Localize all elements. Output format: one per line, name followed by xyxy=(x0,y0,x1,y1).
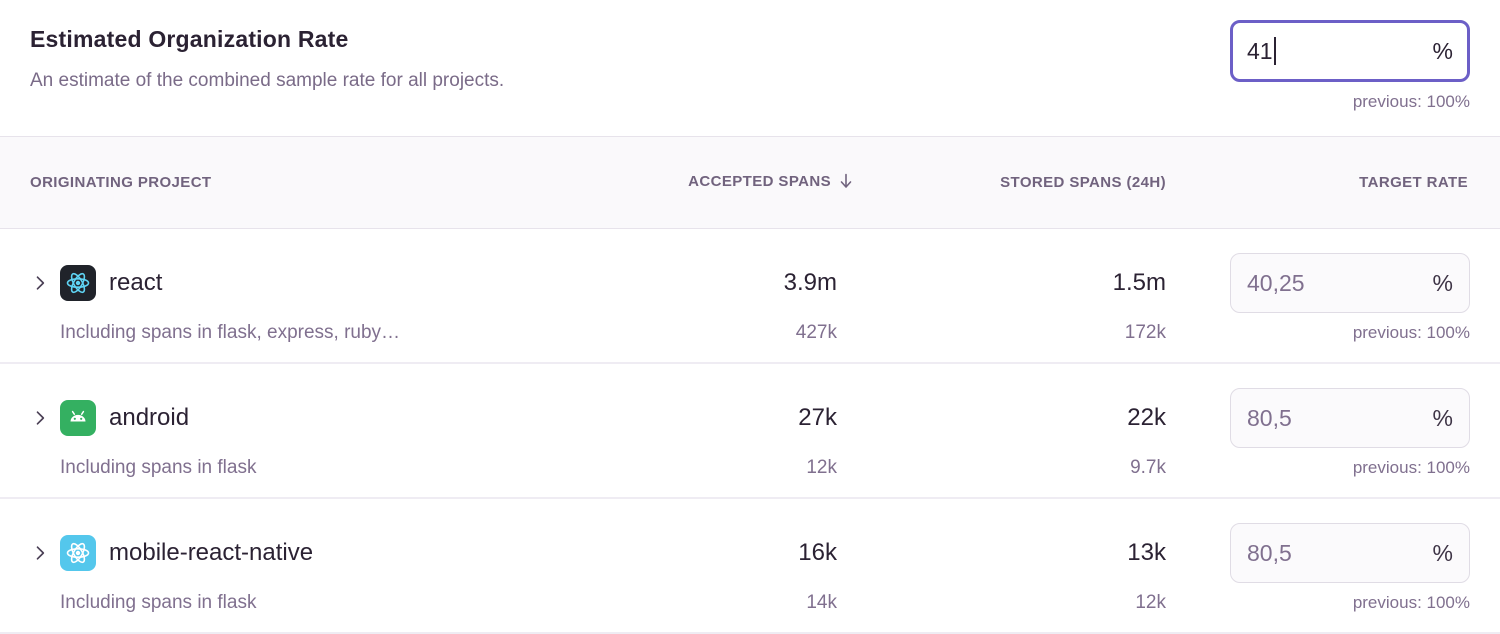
android-project-icon xyxy=(60,400,96,436)
panel-header: Estimated Organization Rate An estimate … xyxy=(0,0,1500,136)
project-name[interactable]: react xyxy=(109,269,163,296)
stored-spans-cell: 13k 12k xyxy=(855,523,1166,615)
page-title: Estimated Organization Rate xyxy=(30,26,349,52)
org-rate-input[interactable]: 41 % xyxy=(1230,20,1470,82)
org-rate-block: 41 % previous: 100% xyxy=(1230,20,1470,114)
org-rate-value: 41 xyxy=(1247,37,1276,65)
react-native-project-icon xyxy=(60,535,96,571)
target-rate-value: 40,25 xyxy=(1247,269,1305,296)
accepted-spans-cell: 16k 14k xyxy=(550,523,855,615)
target-rate-cell: 80,5 % previous: 100% xyxy=(1166,523,1500,615)
column-header-stored-spans[interactable]: STORED SPANS (24H) xyxy=(1000,174,1166,191)
stored-spans-subvalue: 9.7k xyxy=(1130,457,1166,478)
column-header-target-rate: TARGET RATE xyxy=(1359,174,1468,191)
column-header-accepted-spans[interactable]: ACCEPTED SPANS xyxy=(550,172,855,194)
org-rate-previous: previous: 100% xyxy=(1352,92,1470,111)
target-rate-input[interactable]: 40,25 % xyxy=(1230,253,1470,313)
percent-suffix: % xyxy=(1432,539,1453,566)
stored-spans-value: 1.5m xyxy=(1112,269,1166,296)
text-caret xyxy=(1273,37,1276,65)
react-project-icon xyxy=(60,265,96,301)
expand-chevron-icon[interactable] xyxy=(30,273,50,293)
percent-suffix: % xyxy=(1432,269,1453,296)
accepted-spans-subvalue: 14k xyxy=(806,592,837,613)
expand-chevron-icon[interactable] xyxy=(30,408,50,428)
project-cell: react Including spans in flask, express,… xyxy=(0,253,550,345)
percent-suffix: % xyxy=(1432,37,1453,64)
accepted-spans-subvalue: 12k xyxy=(806,457,837,478)
project-subtext: Including spans in flask xyxy=(60,457,257,478)
table-header: ORIGINATING PROJECT ACCEPTED SPANS STORE… xyxy=(0,136,1500,229)
project-name-line: mobile-react-native xyxy=(30,523,550,583)
target-rate-cell: 80,5 % previous: 100% xyxy=(1166,388,1500,480)
stored-spans-subvalue: 12k xyxy=(1135,592,1166,613)
stored-spans-cell: 22k 9.7k xyxy=(855,388,1166,480)
page-subtitle: An estimate of the combined sample rate … xyxy=(30,70,505,91)
table-row: android Including spans in flask 27k 12k… xyxy=(0,364,1500,499)
stored-spans-value: 22k xyxy=(1127,404,1166,431)
project-cell: android Including spans in flask xyxy=(0,388,550,480)
target-rate-previous: previous: 100% xyxy=(1352,593,1470,612)
project-name[interactable]: mobile-react-native xyxy=(109,539,314,566)
stored-spans-value: 13k xyxy=(1127,539,1166,566)
accepted-spans-value: 16k xyxy=(798,539,837,566)
target-rate-previous: previous: 100% xyxy=(1352,323,1470,342)
table-body: react Including spans in flask, express,… xyxy=(0,229,1500,634)
table-row: mobile-react-native Including spans in f… xyxy=(0,499,1500,634)
column-header-originating-project[interactable]: ORIGINATING PROJECT xyxy=(30,174,212,191)
stored-spans-cell: 1.5m 172k xyxy=(855,253,1166,345)
target-rate-value: 80,5 xyxy=(1247,539,1292,566)
accepted-spans-cell: 27k 12k xyxy=(550,388,855,480)
target-rate-input[interactable]: 80,5 % xyxy=(1230,523,1470,583)
accepted-spans-value: 3.9m xyxy=(783,269,837,296)
project-subtext: Including spans in flask xyxy=(60,592,257,613)
project-name-line: react xyxy=(30,253,550,313)
target-rate-value: 80,5 xyxy=(1247,404,1292,431)
target-rate-cell: 40,25 % previous: 100% xyxy=(1166,253,1500,345)
accepted-spans-value: 27k xyxy=(798,404,837,431)
project-name[interactable]: android xyxy=(109,404,190,431)
target-rate-input[interactable]: 80,5 % xyxy=(1230,388,1470,448)
accepted-spans-cell: 3.9m 427k xyxy=(550,253,855,345)
percent-suffix: % xyxy=(1432,404,1453,431)
project-name-line: android xyxy=(30,388,550,448)
table-row: react Including spans in flask, express,… xyxy=(0,229,1500,364)
expand-chevron-icon[interactable] xyxy=(30,543,50,563)
accepted-spans-subvalue: 427k xyxy=(795,322,837,343)
stored-spans-subvalue: 172k xyxy=(1124,322,1166,343)
project-subtext: Including spans in flask, express, ruby… xyxy=(60,322,401,343)
sort-desc-arrow-icon xyxy=(837,172,855,194)
target-rate-previous: previous: 100% xyxy=(1352,458,1470,477)
project-cell: mobile-react-native Including spans in f… xyxy=(0,523,550,615)
